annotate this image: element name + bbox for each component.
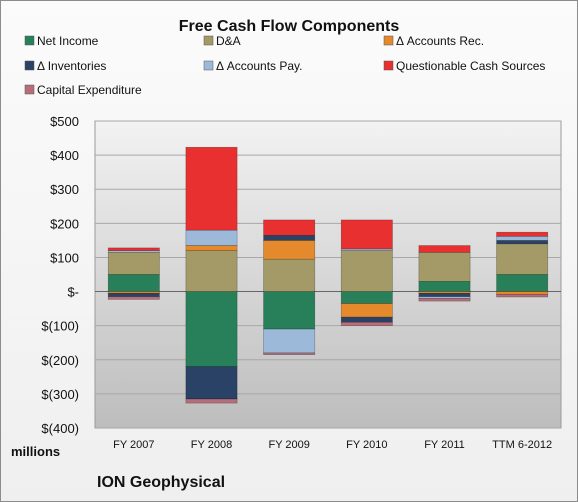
bar-segment xyxy=(185,229,238,246)
x-tick-label: FY 2009 xyxy=(268,439,309,451)
bar-segment xyxy=(496,274,549,292)
bar-segment xyxy=(107,274,160,292)
bar-segment xyxy=(418,252,471,282)
x-tick-label: FY 2008 xyxy=(191,439,232,451)
bar-segment xyxy=(263,234,316,241)
bar-segment xyxy=(107,296,160,300)
plot-area xyxy=(94,120,562,429)
bar-segment xyxy=(496,231,549,237)
chart-title: Free Cash Flow Components xyxy=(179,18,400,35)
bar-segment xyxy=(496,235,549,241)
bar-segment xyxy=(185,366,238,400)
legend-swatch xyxy=(383,35,394,46)
bar-segment xyxy=(340,291,393,304)
bar-segment xyxy=(263,291,316,330)
bar-segment xyxy=(185,291,238,367)
legend-swatch xyxy=(203,35,214,46)
bar-segment xyxy=(418,281,471,292)
legend-swatch xyxy=(24,35,35,46)
bar-segment xyxy=(185,245,238,251)
bar-segment xyxy=(340,250,393,292)
bar-segment xyxy=(263,328,316,354)
bars xyxy=(107,146,549,404)
bar-segment xyxy=(185,250,238,292)
bar-segment xyxy=(263,258,316,292)
y-tick-label: $200 xyxy=(50,216,79,231)
legend-swatch xyxy=(203,60,214,71)
x-tick-label: FY 2011 xyxy=(424,439,465,451)
bar-segment xyxy=(340,321,393,326)
legend-label: Net Income xyxy=(37,34,99,48)
bar-segment xyxy=(263,352,316,355)
bar-segment xyxy=(107,252,160,275)
bar-segment xyxy=(263,219,316,236)
bar-segment xyxy=(496,240,549,245)
x-tick-label: FY 2007 xyxy=(113,439,154,451)
bar-segment xyxy=(340,316,393,323)
x-tick-label: FY 2010 xyxy=(346,439,387,451)
legend-label: Δ Accounts Rec. xyxy=(396,34,484,48)
bar-segment xyxy=(496,293,549,298)
gridlines xyxy=(95,120,561,429)
bar-segment xyxy=(418,245,471,253)
bar-segment xyxy=(340,219,393,250)
y-tick-label: $500 xyxy=(50,114,79,129)
bar-segment xyxy=(340,303,393,318)
legend-swatch xyxy=(24,60,35,71)
y-tick-label: $- xyxy=(67,285,79,300)
legend-label: Δ Inventories xyxy=(37,59,106,73)
y-tick-label: $400 xyxy=(50,148,79,163)
bar-segment xyxy=(496,291,549,295)
legend-label: D&A xyxy=(216,34,241,48)
legend-label: Questionable Cash Sources xyxy=(396,59,545,73)
legend-label: Δ Accounts Pay. xyxy=(216,59,303,73)
bar-segment xyxy=(107,247,160,251)
bar-segment xyxy=(107,292,160,297)
x-tick-label: TTM 6-2012 xyxy=(492,439,552,451)
legend-swatch xyxy=(383,60,394,71)
y-tick-label: $300 xyxy=(50,182,79,197)
bar-segment xyxy=(496,243,549,275)
x-axis-ticks: FY 2007 FY 2008 FY 2009 FY 2010 FY 2011 TTM 6… xyxy=(113,439,552,451)
y-tick-label: $(100) xyxy=(41,319,79,334)
bar-segment xyxy=(107,250,160,253)
bar-segment xyxy=(418,292,471,297)
y-tick-label: $100 xyxy=(50,250,79,265)
legend-swatch xyxy=(24,84,35,95)
legend-label: Capital Expenditure xyxy=(37,83,142,97)
y-axis-ticks: $(400) $(300) $(200) $(100) $- $100 $200 $300 $4… xyxy=(41,114,79,436)
y-axis-unit-label: millions xyxy=(11,444,60,459)
legend: Net Income D&A Δ Accounts Rec. Δ Inventorie… xyxy=(24,34,545,97)
y-tick-label: $(200) xyxy=(41,353,79,368)
bar-segment xyxy=(263,240,316,260)
bar-segment xyxy=(185,398,238,404)
company-name: ION Geophysical xyxy=(97,474,225,491)
bar-segment xyxy=(185,146,238,231)
y-tick-label: $(400) xyxy=(41,421,79,436)
bar-segment xyxy=(418,298,471,302)
y-tick-label: $(300) xyxy=(41,387,79,402)
